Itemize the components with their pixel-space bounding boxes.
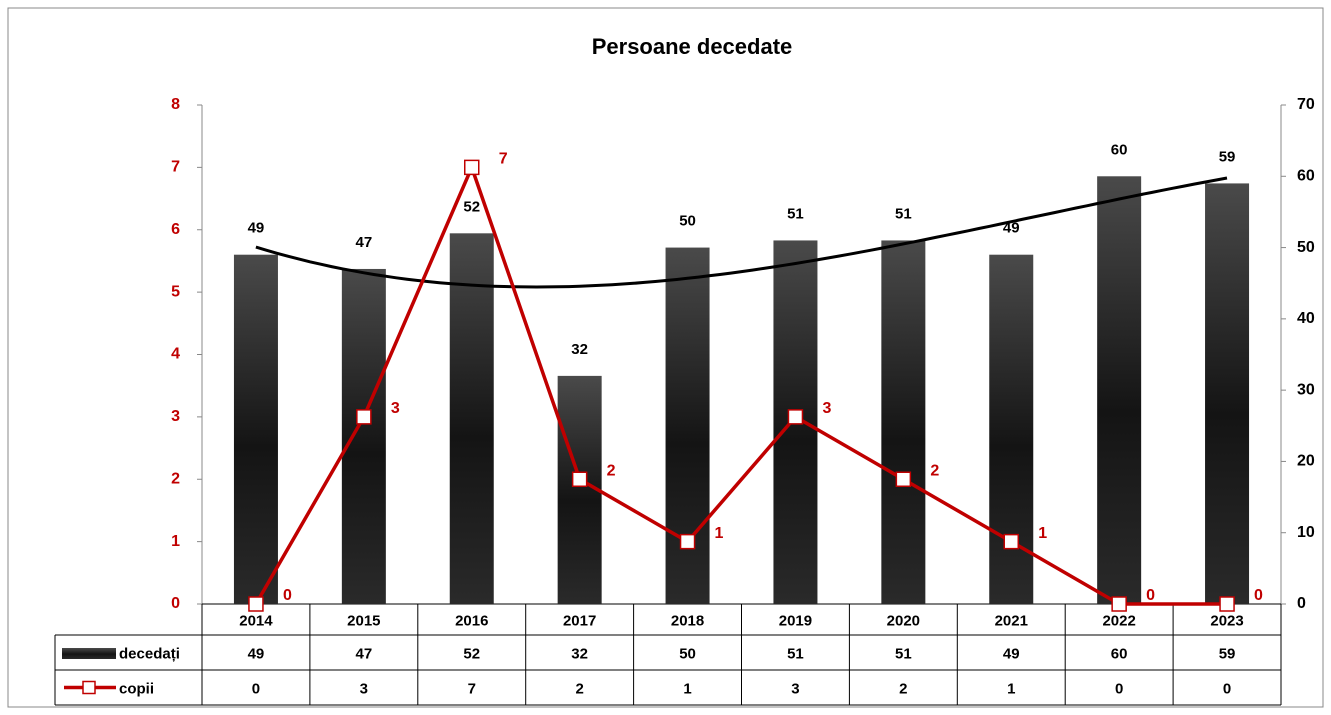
y-tick-label: 2 xyxy=(171,470,180,487)
table-value: 2 xyxy=(575,680,583,697)
line-value-label: 1 xyxy=(715,525,724,542)
bar-value-label: 60 xyxy=(1111,141,1128,158)
y-tick-label: 4 xyxy=(171,346,180,363)
line-marker xyxy=(1220,597,1234,611)
table-value: 7 xyxy=(468,680,476,697)
bar-value-label: 59 xyxy=(1219,148,1236,165)
line-marker xyxy=(249,597,263,611)
table-value: 0 xyxy=(1115,680,1123,697)
line-marker xyxy=(1112,597,1126,611)
table-value: 3 xyxy=(791,680,799,697)
x-tick-label: 2014 xyxy=(239,612,273,629)
table-value: 47 xyxy=(356,645,373,662)
table-value: 3 xyxy=(360,680,368,697)
table-value: 49 xyxy=(1003,645,1020,662)
x-tick-label: 2018 xyxy=(671,612,704,629)
chart-title: Persoane decedate xyxy=(592,34,793,59)
y2-tick-label: 30 xyxy=(1297,381,1315,398)
bar xyxy=(1097,176,1141,604)
bar-value-label: 52 xyxy=(463,198,480,215)
x-tick-label: 2020 xyxy=(887,612,920,629)
legend-key xyxy=(62,648,116,659)
y2-tick-label: 70 xyxy=(1297,96,1315,113)
y-tick-label: 3 xyxy=(171,408,180,425)
table-value: 60 xyxy=(1111,645,1128,662)
y2-tick-label: 0 xyxy=(1297,595,1306,612)
legend-label: copii xyxy=(119,680,154,697)
line-value-label: 3 xyxy=(822,400,831,417)
bar-value-label: 51 xyxy=(787,205,804,222)
bar xyxy=(342,269,386,604)
y-tick-label: 6 xyxy=(171,221,180,238)
table-value: 0 xyxy=(1223,680,1231,697)
bar-value-label: 51 xyxy=(895,205,912,222)
y-tick-label: 5 xyxy=(171,283,180,300)
page: {"chart_data": {"type": "combo", "title"… xyxy=(0,0,1331,715)
table-value: 1 xyxy=(683,680,691,697)
bar-value-label: 47 xyxy=(356,234,373,251)
x-tick-label: 2023 xyxy=(1210,612,1243,629)
bar-value-label: 32 xyxy=(571,341,588,358)
line-marker xyxy=(788,410,802,424)
bar xyxy=(450,233,494,604)
line-value-label: 0 xyxy=(1146,587,1155,604)
y2-tick-label: 60 xyxy=(1297,168,1315,185)
table-value: 2 xyxy=(899,680,907,697)
table-value: 51 xyxy=(895,645,912,662)
line-marker xyxy=(357,410,371,424)
line-marker xyxy=(573,472,587,486)
y2-tick-label: 20 xyxy=(1297,453,1315,470)
x-tick-label: 2017 xyxy=(563,612,596,629)
x-tick-label: 2021 xyxy=(995,612,1028,629)
legend-key-marker xyxy=(83,682,95,694)
table-value: 59 xyxy=(1219,645,1236,662)
bar xyxy=(1205,183,1249,604)
x-tick-label: 2016 xyxy=(455,612,488,629)
line-value-label: 0 xyxy=(283,587,292,604)
line-value-label: 2 xyxy=(930,462,939,479)
x-tick-label: 2015 xyxy=(347,612,380,629)
table-value: 51 xyxy=(787,645,804,662)
y2-tick-label: 40 xyxy=(1297,310,1315,327)
line-marker xyxy=(896,472,910,486)
bar-value-label: 49 xyxy=(248,220,265,237)
chart: Persoane decedate 0123456780102030405060… xyxy=(0,0,1331,715)
line-value-label: 0 xyxy=(1254,587,1263,604)
line-value-label: 7 xyxy=(499,151,508,168)
y2-tick-label: 10 xyxy=(1297,524,1315,541)
table-value: 1 xyxy=(1007,680,1015,697)
y-tick-label: 0 xyxy=(171,595,180,612)
table-value: 0 xyxy=(252,680,260,697)
x-tick-label: 2022 xyxy=(1102,612,1135,629)
legend-label: decedați xyxy=(119,645,180,662)
bar xyxy=(666,248,710,604)
bar xyxy=(234,255,278,604)
table-value: 52 xyxy=(463,645,480,662)
table-value: 50 xyxy=(679,645,696,662)
line-value-label: 2 xyxy=(607,462,616,479)
line-marker xyxy=(465,160,479,174)
y-tick-label: 7 xyxy=(171,159,180,176)
x-tick-label: 2019 xyxy=(779,612,812,629)
line-marker xyxy=(1004,535,1018,549)
bar-value-label: 50 xyxy=(679,213,696,230)
table-value: 32 xyxy=(571,645,588,662)
bar xyxy=(881,240,925,604)
table-value: 49 xyxy=(248,645,265,662)
y-tick-label: 8 xyxy=(171,96,180,113)
line-value-label: 3 xyxy=(391,400,400,417)
y2-tick-label: 50 xyxy=(1297,239,1315,256)
line-value-label: 1 xyxy=(1038,525,1047,542)
line-marker xyxy=(681,535,695,549)
y-tick-label: 1 xyxy=(171,533,180,550)
